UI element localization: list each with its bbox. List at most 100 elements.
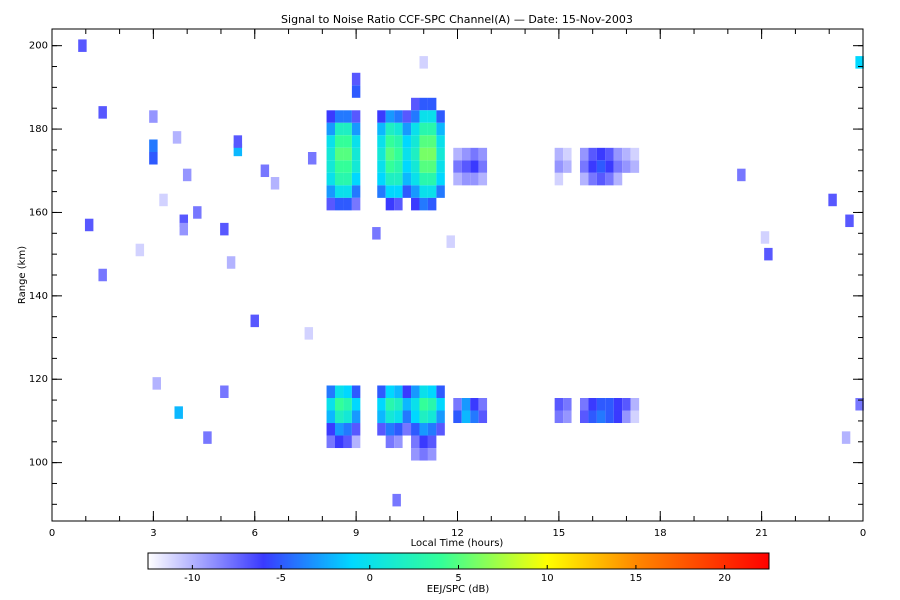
heat-cell <box>461 398 471 411</box>
heat-cell <box>596 160 606 173</box>
heat-cell <box>343 435 352 449</box>
heat-cell <box>419 147 428 161</box>
heat-cell <box>554 147 564 161</box>
heat-cell <box>98 106 107 119</box>
heat-cell <box>402 110 412 123</box>
heat-cell <box>343 122 352 136</box>
heat-cell <box>402 172 412 186</box>
heat-cell <box>588 160 597 173</box>
heat-cell <box>172 131 182 144</box>
y-axis-label: Range (km) <box>17 246 28 304</box>
heat-cell <box>622 147 631 161</box>
chart-title: Signal to Noise Ratio CCF-SPC Channel(A)… <box>281 13 633 26</box>
heat-cell <box>605 398 614 411</box>
x-tick-label: 18 <box>654 528 667 539</box>
heat-cell <box>579 398 589 411</box>
heat-cell <box>394 398 403 411</box>
heat-cell <box>343 110 352 123</box>
heat-cell <box>335 410 344 424</box>
heat-cell <box>326 185 336 198</box>
heat-cell <box>402 385 412 398</box>
heat-cell <box>351 185 361 198</box>
heat-cell <box>470 398 479 411</box>
heat-cell <box>78 39 87 52</box>
heat-cell <box>335 172 344 186</box>
heat-cell <box>394 185 403 198</box>
heat-cell <box>179 214 189 228</box>
heat-cell <box>554 398 564 411</box>
heat-cell <box>411 185 420 198</box>
heat-cell <box>760 231 770 244</box>
heat-cell <box>427 197 437 211</box>
y-tick-label: 120 <box>29 374 48 385</box>
y-tick-label: 200 <box>29 41 48 52</box>
heat-cell <box>179 222 189 236</box>
heat-cell <box>394 135 403 148</box>
heat-cell <box>335 435 344 449</box>
heat-cell <box>596 147 606 161</box>
heat-cell <box>182 168 192 182</box>
y-tick-label: 140 <box>29 291 48 302</box>
heat-cell <box>385 135 395 148</box>
heat-cell <box>233 135 243 148</box>
heat-cell <box>149 110 158 123</box>
heat-cell <box>385 410 395 424</box>
heat-cell <box>427 172 437 186</box>
heat-cell <box>613 398 623 411</box>
heat-cell <box>596 172 606 186</box>
heat-cell <box>436 423 445 436</box>
heat-cell <box>427 110 437 123</box>
heat-cell <box>411 147 420 161</box>
heat-cell <box>326 172 336 186</box>
heat-cell <box>453 398 462 411</box>
heat-cell <box>427 423 437 436</box>
heat-cell <box>470 147 479 161</box>
heat-cell <box>419 185 428 198</box>
heat-cell <box>343 423 352 436</box>
heat-cell <box>436 385 445 398</box>
heat-cell <box>377 135 386 148</box>
heat-cell <box>411 435 420 449</box>
heat-cell <box>436 147 445 161</box>
heat-cell <box>152 377 161 390</box>
heat-cell <box>402 410 412 424</box>
heat-cell <box>427 147 437 161</box>
heat-cell <box>351 385 361 398</box>
heat-cell <box>377 122 386 136</box>
heat-cell <box>351 85 361 98</box>
heat-cell <box>351 110 361 123</box>
heat-cell <box>554 172 564 186</box>
heat-cell <box>563 147 572 161</box>
heat-cell <box>220 385 229 398</box>
heat-cell <box>411 385 420 398</box>
heat-cell <box>411 448 420 461</box>
heat-cell <box>453 410 462 424</box>
heat-cell <box>588 410 597 424</box>
heat-cell <box>630 147 640 161</box>
heat-cell <box>394 197 403 211</box>
heat-cell <box>622 410 631 424</box>
x-tick-label: 12 <box>451 528 464 539</box>
heat-cell <box>588 147 597 161</box>
heat-cell <box>411 172 420 186</box>
heat-cell <box>159 193 168 207</box>
colorbar-tick-label: 0 <box>367 573 373 584</box>
heat-cell <box>419 398 428 411</box>
heat-cell <box>841 431 851 444</box>
heat-cell <box>579 172 589 186</box>
heat-cell <box>394 147 403 161</box>
heat-cell <box>335 197 344 211</box>
heat-cell <box>461 160 471 173</box>
heat-cell <box>220 222 229 236</box>
heat-cell <box>335 135 344 148</box>
heat-cell <box>335 423 344 436</box>
heat-cell <box>764 247 773 261</box>
heat-cell <box>402 423 412 436</box>
heat-cell <box>351 197 361 211</box>
heat-cell <box>394 385 403 398</box>
heat-cell <box>326 122 336 136</box>
heat-cell <box>419 410 428 424</box>
heat-cell <box>596 398 606 411</box>
heat-cell <box>630 160 640 173</box>
